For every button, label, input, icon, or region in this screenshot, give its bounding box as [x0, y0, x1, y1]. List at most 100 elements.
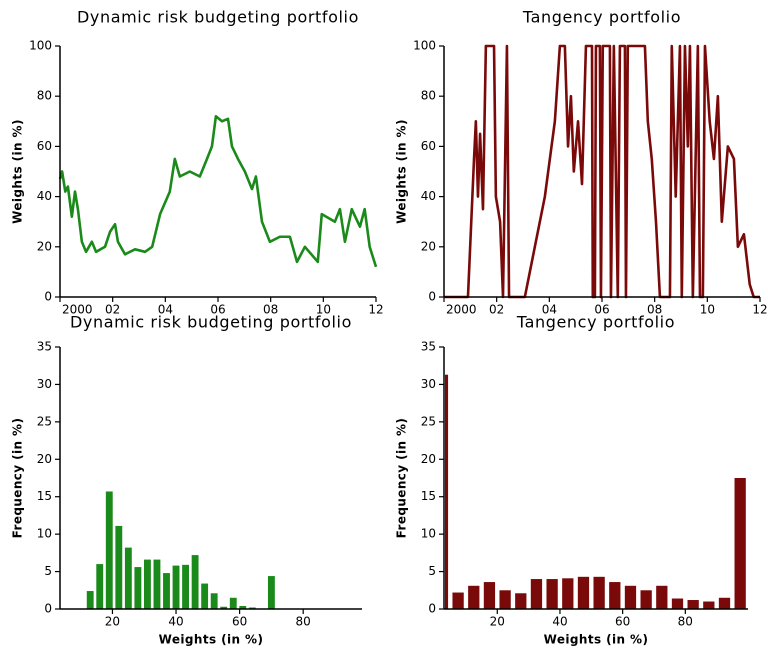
y-tick-label: 35 — [421, 340, 436, 354]
x-tick-label: 04 — [542, 303, 557, 317]
y-tick-label: 25 — [421, 414, 436, 428]
histogram-bar — [483, 582, 496, 609]
histogram-bar — [718, 597, 731, 609]
histogram-bar — [201, 583, 209, 609]
x-tick-label: 60 — [232, 615, 247, 629]
histogram-bar — [515, 593, 527, 609]
histogram-bar — [153, 559, 161, 609]
histogram-bar — [134, 567, 142, 609]
histogram-bar — [210, 593, 218, 609]
histogram-bar — [96, 564, 104, 609]
histogram-bar — [609, 582, 621, 609]
histogram-bar — [163, 573, 170, 609]
y-tick-label: 20 — [37, 452, 52, 466]
histogram-bar — [530, 579, 543, 609]
y-tick-label: 20 — [421, 239, 436, 253]
y-tick-label: 60 — [37, 139, 52, 153]
y-axis-label: Frequency (in %) — [395, 418, 409, 539]
y-tick-label: 25 — [37, 414, 52, 428]
histogram-bar — [239, 606, 247, 609]
y-tick-label: 10 — [37, 527, 52, 541]
histogram-bar — [656, 585, 668, 609]
histogram-bar — [115, 525, 123, 609]
x-tick-label: 80 — [296, 615, 311, 629]
y-axis-label: Weights (in %) — [395, 119, 409, 224]
histogram-bar — [124, 547, 132, 609]
x-tick-label: 12 — [368, 303, 383, 317]
data-line — [58, 114, 378, 268]
histogram-bar — [105, 491, 113, 609]
y-axis-label: Weights (in %) — [11, 119, 25, 224]
x-tick-label: 20 — [105, 615, 120, 629]
x-tick-label: 40 — [552, 615, 567, 629]
subplot-title: Tangency portfolio — [516, 313, 675, 332]
y-tick-label: 0 — [44, 290, 52, 304]
subplot-title: Tangency portfolio — [522, 8, 681, 27]
subplot: Tangency portfolio Frequency (in %) Weight… — [395, 313, 748, 647]
y-tick-label: 30 — [421, 377, 436, 391]
histogram-bar — [86, 591, 94, 609]
y-tick-label: 40 — [421, 189, 436, 203]
subplot: Dynamic risk budgeting portfolio Weights … — [11, 8, 384, 317]
x-tick-label: 10 — [316, 303, 331, 317]
x-tick-label: 2000 — [62, 303, 93, 317]
histogram-bar — [593, 576, 605, 609]
x-tick-label: 2000 — [446, 303, 477, 317]
x-tick-label: 80 — [678, 615, 693, 629]
subplot: Dynamic risk budgeting portfolio Frequenc… — [11, 313, 362, 647]
histogram-bar — [143, 559, 151, 609]
x-tick-label: 06 — [594, 303, 609, 317]
histogram-bar — [734, 478, 746, 609]
histogram-bar — [546, 579, 558, 609]
x-tick-label: 02 — [489, 303, 504, 317]
histogram-bar — [624, 585, 637, 609]
histogram-bar — [499, 590, 511, 609]
histogram-bar — [562, 578, 574, 609]
y-tick-label: 40 — [37, 189, 52, 203]
x-tick-label: 20 — [490, 615, 505, 629]
y-tick-label: 20 — [421, 452, 436, 466]
histogram-bar — [703, 601, 715, 609]
y-tick-label: 5 — [428, 564, 436, 578]
histogram-bar — [220, 606, 228, 609]
y-tick-label: 30 — [37, 377, 52, 391]
x-axis-label: Weights (in %) — [159, 633, 264, 647]
y-tick-label: 15 — [37, 489, 52, 503]
y-tick-label: 80 — [421, 89, 436, 103]
y-tick-label: 80 — [37, 89, 52, 103]
histogram-bar — [182, 564, 190, 609]
x-tick-label: 06 — [210, 303, 225, 317]
histogram-bar — [671, 598, 684, 609]
data-line — [444, 44, 760, 299]
x-tick-label: 02 — [105, 303, 120, 317]
y-tick-label: 35 — [37, 340, 52, 354]
x-tick-label: 60 — [615, 615, 630, 629]
y-tick-label: 100 — [413, 39, 436, 53]
y-tick-label: 60 — [421, 139, 436, 153]
y-tick-label: 5 — [44, 564, 52, 578]
x-tick-label: 12 — [752, 303, 767, 317]
x-tick-label: 08 — [263, 303, 278, 317]
x-axis-label: Weights (in %) — [544, 633, 649, 647]
y-tick-label: 0 — [428, 602, 436, 616]
histogram-bar — [577, 576, 590, 609]
histogram-bar — [267, 576, 275, 609]
y-axis-label: Frequency (in %) — [11, 418, 25, 539]
x-tick-label: 40 — [168, 615, 183, 629]
histogram-bar — [452, 592, 464, 609]
histogram-bar — [445, 374, 449, 609]
histogram-bar — [229, 597, 237, 609]
x-tick-label: 10 — [700, 303, 715, 317]
y-tick-label: 20 — [37, 239, 52, 253]
y-tick-label: 15 — [421, 489, 436, 503]
y-tick-label: 100 — [29, 39, 52, 53]
histogram-bar — [640, 590, 652, 609]
x-tick-label: 08 — [647, 303, 662, 317]
histogram-bar — [191, 555, 199, 609]
y-tick-label: 0 — [428, 290, 436, 304]
x-tick-label: 04 — [158, 303, 173, 317]
histogram-bar — [172, 565, 180, 609]
subplot-title: Dynamic risk budgeting portfolio — [70, 313, 352, 332]
